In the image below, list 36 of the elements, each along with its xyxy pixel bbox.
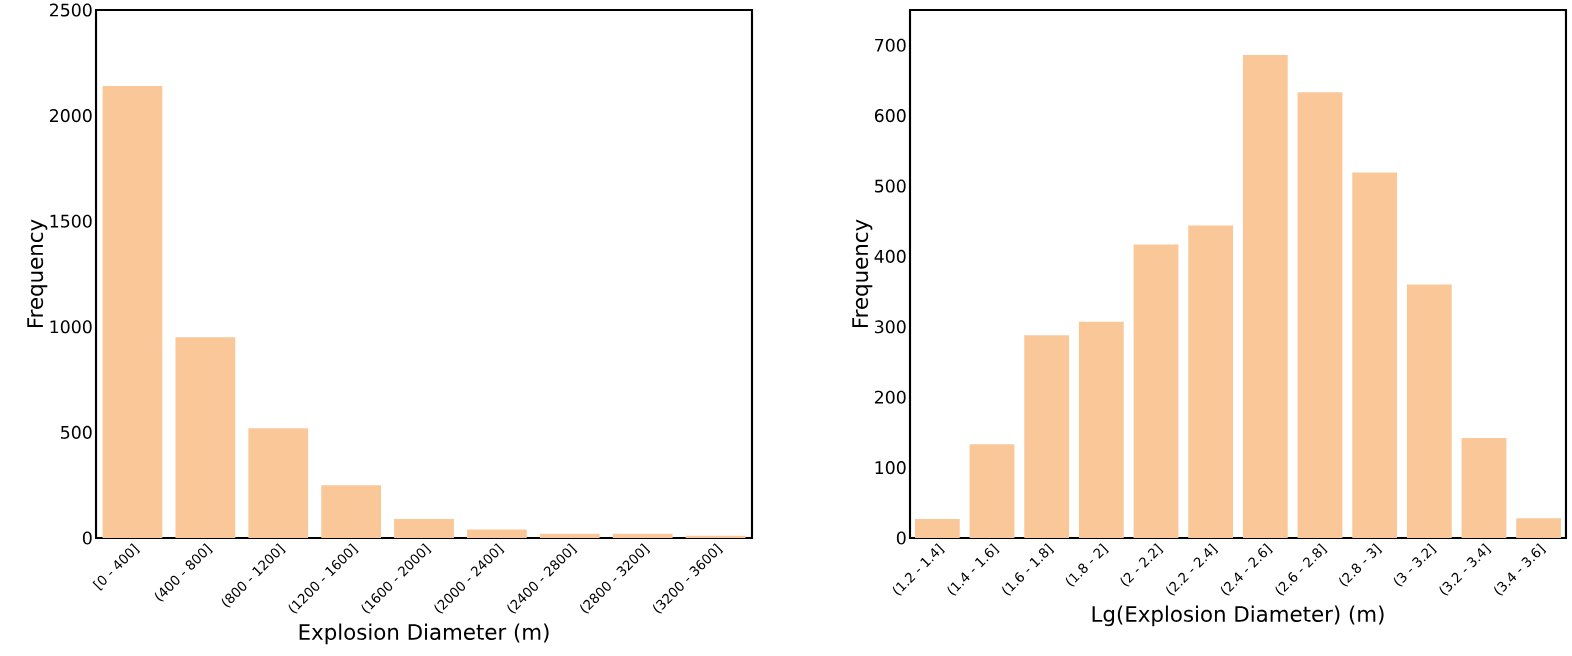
bar bbox=[1242, 55, 1288, 538]
bar bbox=[321, 485, 381, 538]
y-tick-label: 400 bbox=[874, 249, 906, 263]
bar bbox=[1297, 92, 1343, 538]
y-tick-label: 100 bbox=[875, 461, 906, 475]
bar bbox=[1133, 244, 1179, 538]
bar bbox=[102, 86, 163, 538]
x-axis-title: Lg(Explosion Diameter) (m) bbox=[1092, 605, 1384, 627]
bar bbox=[394, 518, 454, 538]
bar bbox=[1516, 518, 1562, 538]
y-tick-label: 1500 bbox=[50, 214, 92, 228]
bar bbox=[1352, 172, 1398, 538]
y-tick-label: 600 bbox=[874, 109, 906, 123]
y-tick-label: 500 bbox=[875, 179, 906, 193]
y-tick-label: 300 bbox=[875, 320, 906, 334]
y-tick-label: 0 bbox=[82, 531, 92, 545]
bar bbox=[1024, 335, 1070, 538]
y-tick-label: 2500 bbox=[49, 3, 92, 17]
y-tick-label: 2000 bbox=[49, 109, 92, 123]
y-tick-label: 500 bbox=[61, 425, 92, 439]
y-tick-label: 700 bbox=[875, 38, 906, 52]
y-tick-label: 200 bbox=[874, 390, 906, 404]
bar bbox=[1406, 284, 1452, 538]
y-tick-label: 0 bbox=[896, 531, 906, 545]
bar bbox=[175, 337, 236, 538]
bar bbox=[1461, 438, 1507, 538]
y-axis-title: Frequency bbox=[27, 219, 48, 327]
bar bbox=[1078, 321, 1124, 538]
bar bbox=[467, 529, 527, 538]
bar bbox=[914, 518, 960, 538]
x-axis-title: Explosion Diameter (m) bbox=[299, 623, 549, 645]
bar bbox=[969, 444, 1015, 538]
y-tick-label: 1000 bbox=[50, 320, 92, 334]
bar bbox=[1188, 225, 1234, 538]
y-axis-title: Frequency bbox=[852, 219, 873, 327]
bar bbox=[248, 428, 309, 538]
